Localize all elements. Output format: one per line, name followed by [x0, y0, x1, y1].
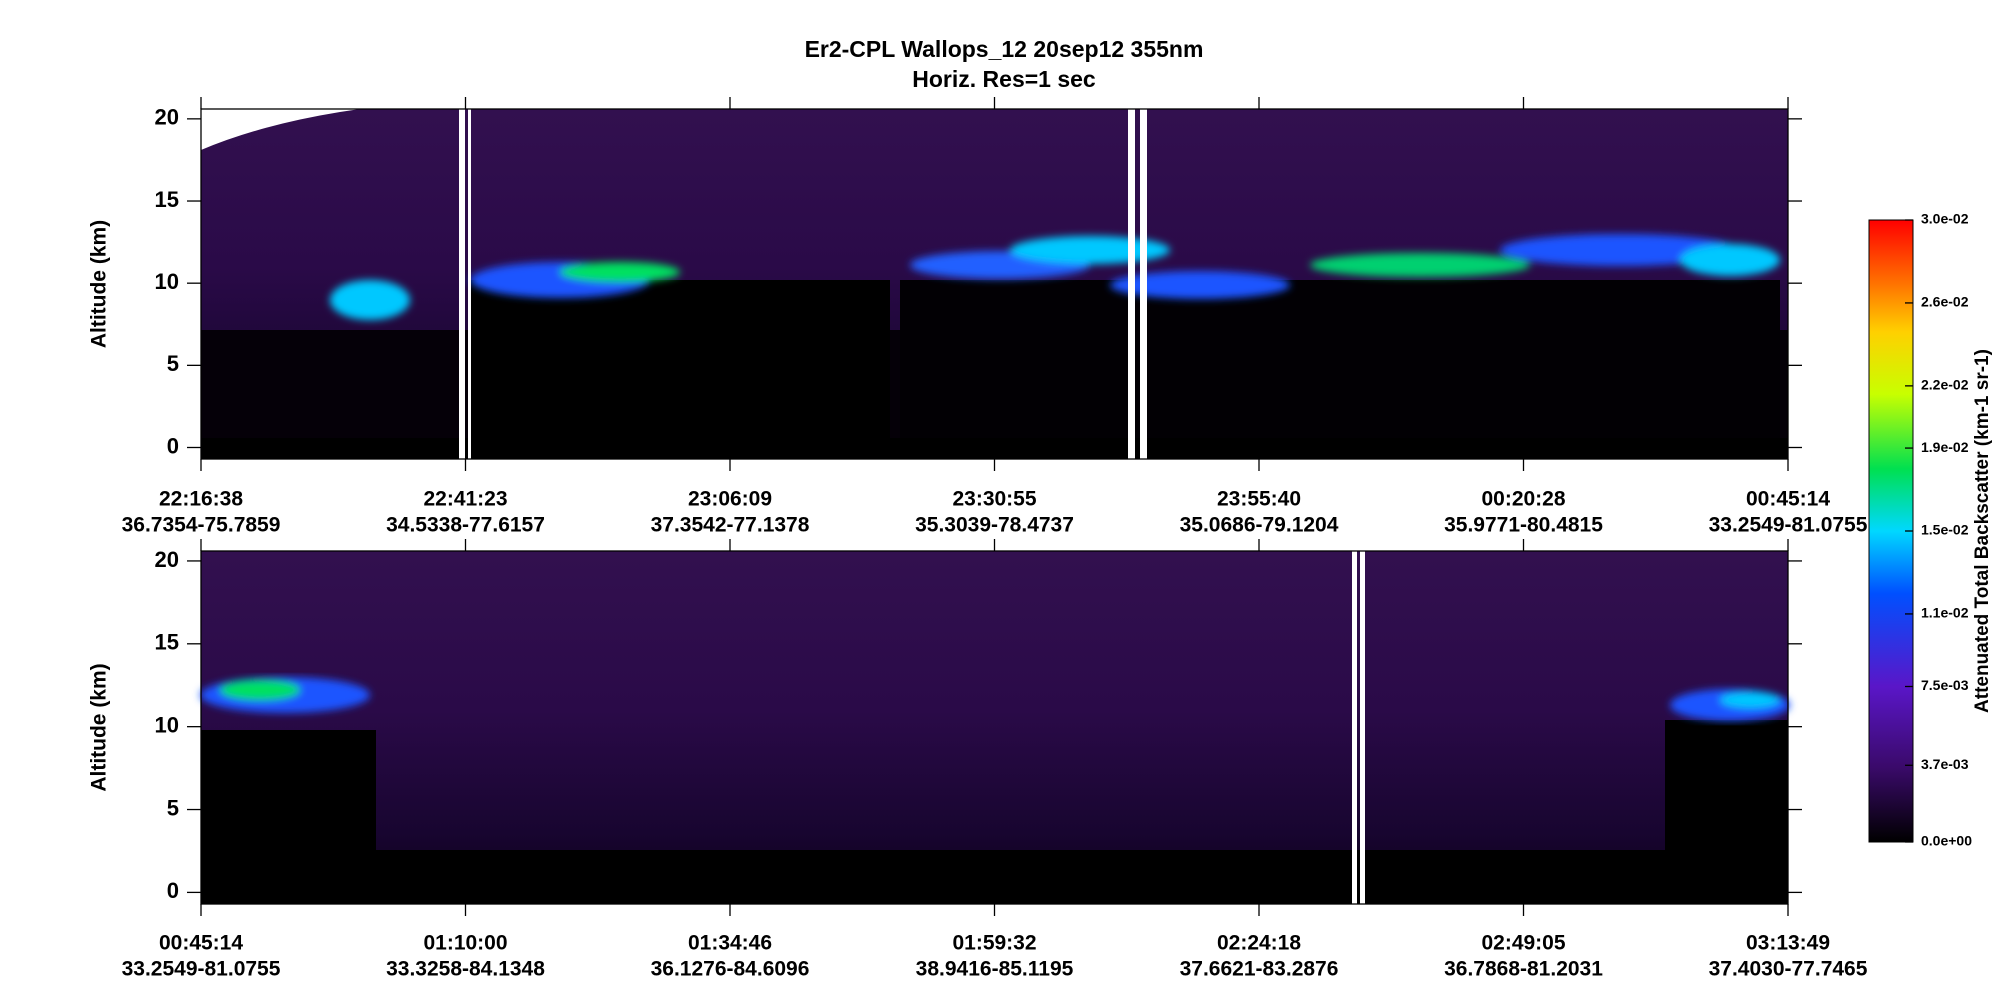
- x-tick-time: 23:30:55: [952, 488, 1036, 511]
- y-tick-label: 0: [167, 878, 179, 903]
- x-tick-location: 33.2549-81.0755: [1709, 514, 1868, 537]
- x-tick-location: 35.3039-78.4737: [915, 514, 1074, 537]
- x-tick-time: 01:34:46: [688, 932, 772, 955]
- y-axis-label: Altitude (km): [88, 663, 111, 791]
- x-tick-time: 00:45:14: [159, 932, 243, 955]
- x-tick-location: 38.9416-85.1195: [916, 958, 1074, 981]
- y-tick-label: 10: [155, 269, 179, 294]
- x-tick-location: 36.1276-84.6096: [651, 958, 810, 981]
- colorbar-tick-label: 2.2e-02: [1921, 377, 1969, 393]
- y-tick-label: 20: [155, 105, 179, 130]
- x-tick-location: 36.7354-75.7859: [122, 514, 281, 537]
- chart-subtitle: Horiz. Res=1 sec: [912, 66, 1096, 92]
- y-tick-label: 15: [155, 187, 179, 212]
- chart-title: Er2-CPL Wallops_12 20sep12 355nm: [805, 36, 1204, 62]
- x-tick-location: 35.0686-79.1204: [1180, 514, 1339, 537]
- colorbar-label: Attenuated Total Backscatter (km-1 sr-1): [1972, 349, 1993, 713]
- colorbar-tick-label: 1.9e-02: [1921, 439, 1969, 455]
- x-tick-time: 02:24:18: [1217, 932, 1301, 955]
- x-tick-location: 35.9771-80.4815: [1444, 514, 1603, 537]
- y-axis-label: Altitude (km): [88, 220, 111, 348]
- y-tick-label: 15: [155, 630, 179, 655]
- x-tick-location: 34.5338-77.6157: [386, 514, 545, 537]
- x-tick-location: 37.6621-83.2876: [1180, 958, 1339, 981]
- x-tick-time: 00:45:14: [1746, 488, 1830, 511]
- x-tick-time: 23:06:09: [688, 488, 772, 511]
- y-tick-label: 20: [155, 547, 179, 572]
- y-tick-label: 10: [155, 712, 179, 737]
- x-tick-time: 00:20:28: [1481, 488, 1565, 511]
- x-tick-location: 33.2549-81.0755: [122, 958, 281, 981]
- x-tick-time: 01:59:32: [952, 932, 1036, 955]
- x-tick-time: 02:49:05: [1481, 932, 1565, 955]
- colorbar-tick-label: 1.5e-02: [1921, 522, 1969, 538]
- y-tick-label: 5: [167, 795, 179, 820]
- x-tick-time: 03:13:49: [1746, 932, 1830, 955]
- x-tick-time: 22:41:23: [423, 488, 507, 511]
- colorbar-tick-label: 3.0e-02: [1921, 211, 1969, 227]
- x-tick-location: 37.3542-77.1378: [651, 514, 810, 537]
- colorbar-tick-label: 3.7e-03: [1921, 756, 1969, 772]
- y-tick-label: 5: [167, 351, 179, 376]
- x-tick-time: 01:10:00: [423, 932, 507, 955]
- x-tick-time: 22:16:38: [159, 488, 243, 511]
- y-tick-label: 0: [167, 433, 179, 458]
- x-tick-location: 37.4030-77.7465: [1709, 958, 1868, 981]
- x-tick-location: 33.3258-84.1348: [386, 958, 545, 981]
- colorbar-tick-label: 0.0e+00: [1921, 833, 1972, 849]
- colorbar-tick-label: 7.5e-03: [1921, 677, 1969, 693]
- axes: 0 5 10 15 20 Altitude (km) 22:16:38 36.7354-75.…: [88, 97, 1993, 981]
- backscatter-image: [200, 551, 1790, 904]
- colorbar-tick-label: 1.1e-02: [1921, 605, 1969, 621]
- backscatter-image: [201, 109, 1788, 459]
- x-tick-time: 23:55:40: [1217, 488, 1301, 511]
- colorbar-tick-label: 2.6e-02: [1921, 294, 1969, 310]
- x-tick-location: 36.7868-81.2031: [1444, 958, 1603, 981]
